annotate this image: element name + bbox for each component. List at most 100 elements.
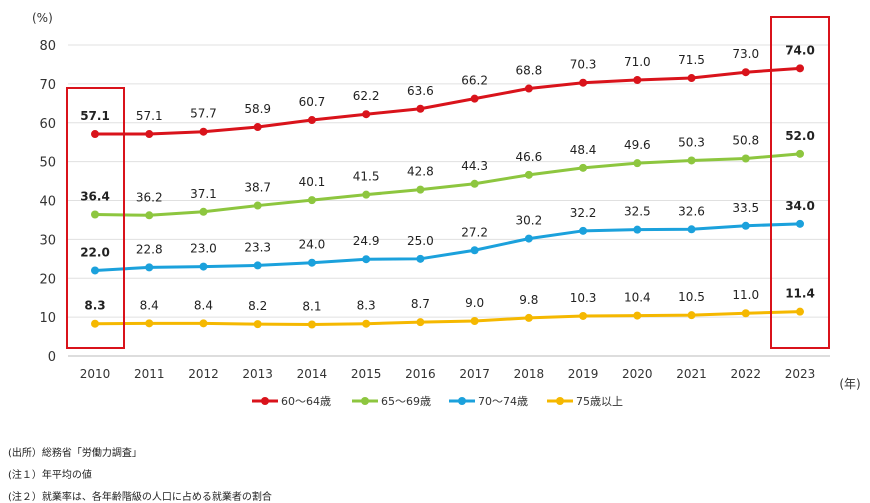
- data-point: [416, 254, 425, 263]
- data-point: [796, 307, 804, 316]
- x-tick-label: 2015: [351, 367, 382, 381]
- data-label: 66.2: [461, 74, 488, 88]
- data-label: 57.1: [136, 109, 163, 123]
- data-point: [307, 196, 316, 205]
- y-tick-label: 70: [39, 78, 56, 93]
- y-tick-label: 0: [48, 350, 56, 365]
- x-tick-label: 2019: [568, 367, 599, 381]
- data-point: [199, 262, 208, 271]
- y-tick-label: 30: [39, 233, 56, 248]
- x-tick-label: 2023: [785, 367, 816, 381]
- data-label: 50.3: [678, 135, 705, 149]
- data-label: 46.6: [515, 150, 542, 164]
- data-label: 32.6: [678, 204, 705, 218]
- data-point: [633, 159, 642, 168]
- data-point: [416, 318, 425, 327]
- y-tick-label: 10: [39, 311, 56, 326]
- data-label: 24.9: [353, 234, 380, 248]
- data-point: [362, 319, 371, 328]
- data-label: 42.8: [407, 165, 434, 179]
- data-label: 63.6: [407, 84, 434, 98]
- data-label: 8.1: [302, 300, 321, 314]
- x-tick-label: 2020: [622, 367, 653, 381]
- data-point: [687, 225, 696, 234]
- data-label: 48.4: [570, 143, 597, 157]
- data-label: 32.2: [570, 206, 597, 220]
- data-label: 40.1: [299, 175, 326, 189]
- data-point: [416, 185, 425, 194]
- data-point: [145, 319, 154, 328]
- series-line: [94, 222, 801, 272]
- data-label: 41.5: [353, 170, 380, 184]
- data-label: 22.8: [136, 242, 163, 256]
- x-tick-label: 2018: [514, 367, 545, 381]
- data-label: 10.5: [678, 290, 705, 304]
- y-tick-label: 20: [39, 272, 56, 287]
- data-point: [633, 225, 642, 234]
- data-label: 22.0: [80, 245, 110, 259]
- y-tick-label: 80: [39, 39, 56, 54]
- data-point: [253, 261, 262, 270]
- data-label: 70.3: [570, 58, 597, 72]
- data-label: 52.0: [785, 129, 815, 143]
- y-tick-label: 60: [39, 117, 56, 132]
- data-point: [687, 311, 696, 320]
- data-label: 50.8: [732, 134, 759, 148]
- data-point: [524, 313, 533, 322]
- data-label: 11.0: [732, 288, 759, 302]
- legend-label: 75歳以上: [576, 395, 623, 408]
- data-label: 8.4: [140, 298, 159, 312]
- data-label: 9.8: [519, 293, 538, 307]
- data-point: [416, 104, 425, 113]
- data-label: 62.2: [353, 89, 380, 103]
- data-label: 9.0: [465, 296, 484, 310]
- x-tick-label: 2021: [676, 367, 707, 381]
- data-label: 8.3: [84, 299, 105, 313]
- data-point: [145, 263, 154, 272]
- data-point: [470, 317, 479, 326]
- data-label: 36.2: [136, 190, 163, 204]
- data-point: [579, 226, 588, 235]
- data-point: [687, 74, 696, 83]
- data-point: [91, 319, 99, 328]
- data-point: [253, 123, 262, 132]
- data-label: 68.8: [515, 64, 542, 78]
- data-point: [741, 68, 750, 77]
- data-point: [741, 154, 750, 163]
- line-chart: 0 10 20 30 40 50 60 70 80 (%) (年) 2010 2011 2012 2013 2…: [32, 11, 861, 408]
- data-point: [796, 149, 804, 158]
- note-1: (注１）年平均の値: [8, 470, 92, 481]
- data-point: [470, 179, 479, 188]
- x-tick-label: 2022: [730, 367, 761, 381]
- data-label: 33.5: [732, 201, 759, 215]
- data-point: [307, 116, 316, 125]
- x-axis-label: (年): [839, 377, 860, 391]
- data-point: [687, 156, 696, 165]
- data-point: [796, 219, 804, 228]
- data-label: 8.4: [194, 298, 213, 312]
- data-label: 24.0: [299, 238, 326, 252]
- data-point: [307, 258, 316, 267]
- data-point: [362, 190, 371, 199]
- series-line: [94, 152, 801, 217]
- data-label: 49.6: [624, 138, 651, 152]
- data-point: [796, 64, 804, 73]
- data-point: [579, 78, 588, 87]
- x-tick-label: 2013: [242, 367, 273, 381]
- data-point: [362, 255, 371, 264]
- data-label: 11.4: [785, 287, 815, 301]
- x-tick-label: 2016: [405, 367, 436, 381]
- legend-label: 70～74歳: [478, 395, 528, 408]
- data-label: 38.7: [244, 181, 271, 195]
- data-label: 25.0: [407, 234, 434, 248]
- source-note: (出所）総務省「労働力調査」: [8, 448, 142, 459]
- note-2: (注２）就業率は、各年齢階級の人口に占める就業者の割合: [8, 492, 272, 503]
- data-label: 37.1: [190, 187, 217, 201]
- data-point: [741, 221, 750, 230]
- data-label: 36.4: [80, 189, 110, 203]
- data-label: 44.3: [461, 159, 488, 173]
- data-point: [470, 94, 479, 103]
- x-tick-label: 2014: [297, 367, 328, 381]
- legend-marker: [556, 397, 564, 405]
- data-label: 27.2: [461, 225, 488, 239]
